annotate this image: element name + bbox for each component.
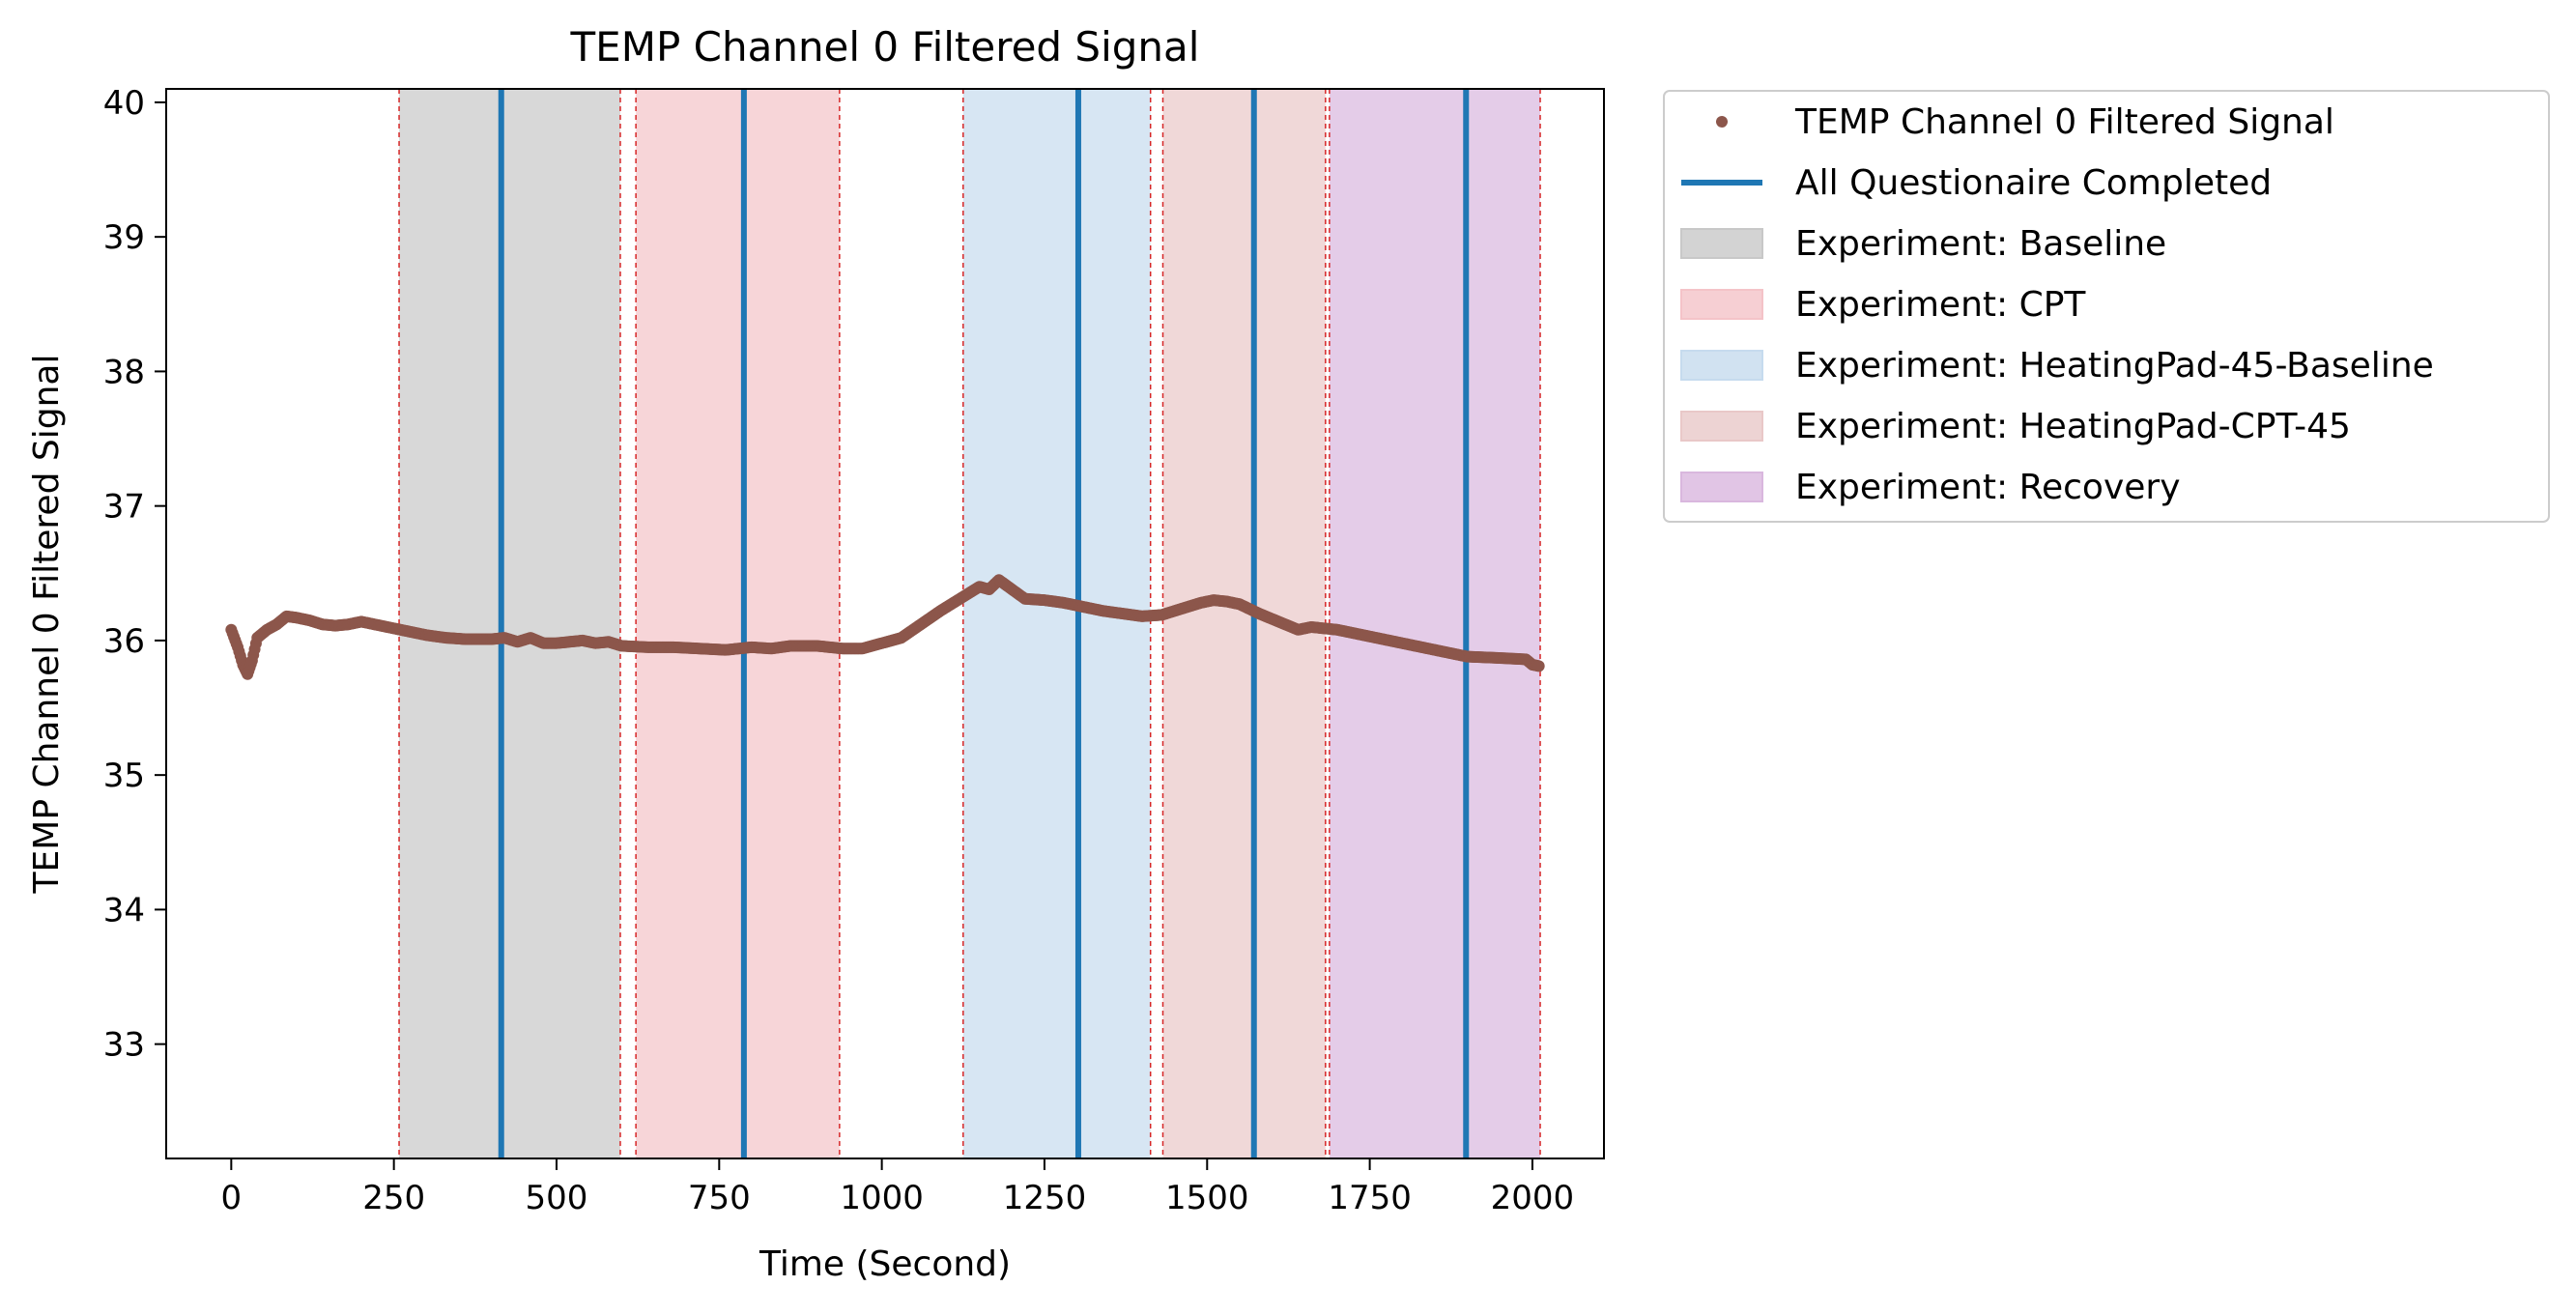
- x-axis-ticks: 0 250 500 750 1000 1250 1500 1750 2000: [221, 1158, 1575, 1217]
- y-tick-label: 36: [103, 622, 145, 661]
- questionnaire-lines: [498, 89, 1470, 1158]
- y-axis-ticks: 33 34 35 36 37 38 39 40: [103, 84, 166, 1065]
- y-tick-label: 34: [103, 891, 145, 929]
- legend-span-label-3: Experiment: HeatingPad-CPT-45: [1795, 407, 2351, 446]
- legend-span-swatch-0: [1680, 228, 1763, 259]
- legend-span-swatch-1: [1680, 289, 1763, 320]
- span-1-0: [636, 89, 840, 1158]
- experiment-spans: [399, 89, 1541, 1158]
- legend-span-label-0: Experiment: Baseline: [1795, 224, 2166, 264]
- span-0-0: [399, 89, 620, 1158]
- legend-span-label-2: Experiment: HeatingPad-45-Baseline: [1795, 346, 2434, 386]
- x-tick-label: 750: [688, 1179, 751, 1217]
- y-tick-label: 37: [103, 488, 145, 527]
- x-tick-label: 1250: [1003, 1179, 1087, 1217]
- span-2-0: [962, 89, 1151, 1158]
- x-tick-label: 0: [221, 1179, 243, 1217]
- y-tick-label: 33: [103, 1026, 145, 1065]
- y-tick-label: 40: [103, 84, 145, 123]
- y-tick-label: 35: [103, 757, 145, 795]
- signal-point: [1532, 660, 1545, 672]
- x-tick-label: 1500: [1165, 1179, 1249, 1217]
- x-tick-label: 1000: [840, 1179, 924, 1217]
- x-tick-label: 500: [526, 1179, 588, 1217]
- chart-title: TEMP Channel 0 Filtered Signal: [570, 23, 1200, 71]
- x-tick-label: 2000: [1491, 1179, 1575, 1217]
- y-tick-label: 39: [103, 218, 145, 257]
- legend: TEMP Channel 0 Filtered Signal All Questi…: [1663, 90, 2550, 523]
- y-axis-title: TEMP Channel 0 Filtered Signal: [27, 355, 67, 895]
- legend-questionnaire-label: All Questionaire Completed: [1795, 163, 2272, 203]
- legend-signal-marker: [1716, 116, 1728, 128]
- signal-series: [225, 574, 1545, 680]
- legend-signal-label: TEMP Channel 0 Filtered Signal: [1794, 102, 2334, 142]
- legend-span-swatch-2: [1680, 350, 1763, 381]
- legend-span-swatch-3: [1680, 411, 1763, 442]
- legend-span-label-4: Experiment: Recovery: [1795, 468, 2181, 507]
- span-4-0: [1329, 89, 1541, 1158]
- y-tick-label: 38: [103, 353, 145, 391]
- plot-frame: [165, 88, 1605, 1159]
- x-tick-label: 1750: [1328, 1179, 1412, 1217]
- legend-span-swatch-4: [1680, 472, 1763, 502]
- x-axis-title: Time (Second): [758, 1244, 1011, 1284]
- legend-frame: [1663, 90, 2550, 523]
- legend-span-label-1: Experiment: CPT: [1795, 285, 2086, 325]
- x-tick-label: 250: [362, 1179, 425, 1217]
- legend-items: TEMP Channel 0 Filtered Signal All Questi…: [1680, 102, 2434, 507]
